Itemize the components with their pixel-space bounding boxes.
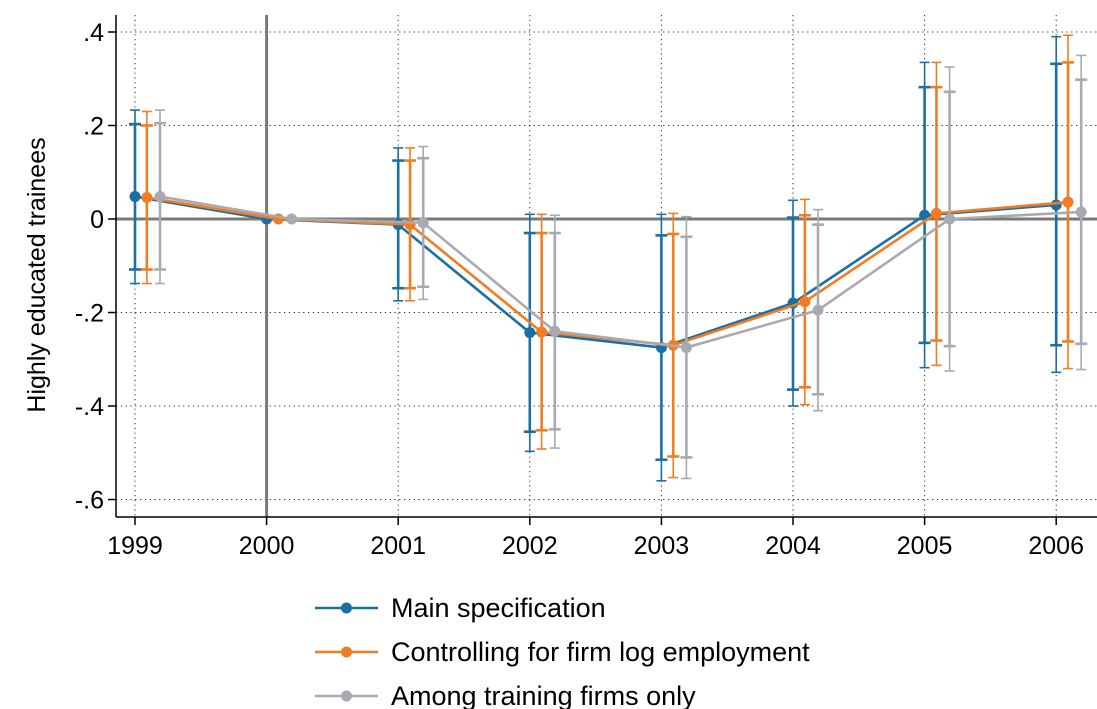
legend-item-2: Controlling for firm log employment	[315, 637, 810, 667]
data-point	[417, 217, 429, 229]
legend-swatch-marker	[341, 602, 352, 614]
data-point	[154, 191, 166, 203]
y-axis-title: Highly educated trainees	[23, 137, 51, 412]
series-layer	[129, 34, 1088, 482]
y-tick-label: .4	[83, 19, 104, 47]
data-point	[286, 213, 298, 225]
data-point	[930, 207, 942, 219]
data-point	[944, 213, 956, 225]
series-1	[129, 35, 1063, 482]
legend-label: Among training firms only	[391, 681, 696, 709]
data-point	[680, 342, 692, 354]
y-tick-label: 0	[90, 206, 104, 234]
data-point	[404, 219, 416, 231]
x-tick-label: 2005	[897, 532, 953, 560]
data-point	[799, 296, 811, 308]
y-tick-label: -.2	[75, 300, 104, 328]
data-point	[524, 327, 536, 339]
legend-label: Main specification	[391, 593, 606, 623]
x-tick-label: 2000	[239, 532, 295, 560]
x-tick-label: 2004	[765, 532, 821, 560]
data-point	[812, 304, 824, 316]
data-point	[549, 325, 561, 337]
legend-item-1: Main specification	[315, 593, 606, 623]
y-tick-label: -.6	[75, 487, 104, 515]
legend-label: Controlling for firm log employment	[391, 637, 810, 667]
x-tick-label: 2001	[370, 532, 426, 560]
series-3	[154, 54, 1088, 480]
series-2	[140, 34, 1075, 479]
legend-swatch-marker	[341, 690, 352, 702]
series-line	[159, 195, 1082, 349]
legend-item-3: Among training firms only	[315, 681, 696, 709]
data-point	[129, 191, 141, 203]
data-point	[1075, 206, 1087, 218]
y-tick-label: .2	[83, 113, 104, 141]
y-tick-label: -.4	[75, 393, 104, 421]
data-point	[536, 326, 548, 338]
legend-swatch-marker	[341, 646, 352, 658]
data-point	[141, 191, 153, 203]
x-tick-label: 2006	[1028, 532, 1084, 560]
x-tick-label: 1999	[107, 532, 163, 560]
data-point	[1050, 199, 1062, 211]
data-point	[1062, 196, 1074, 208]
x-tick-label: 2002	[502, 532, 558, 560]
legend: Main specification Controlling for firm l…	[315, 593, 810, 709]
x-tick-label: 2003	[634, 532, 690, 560]
